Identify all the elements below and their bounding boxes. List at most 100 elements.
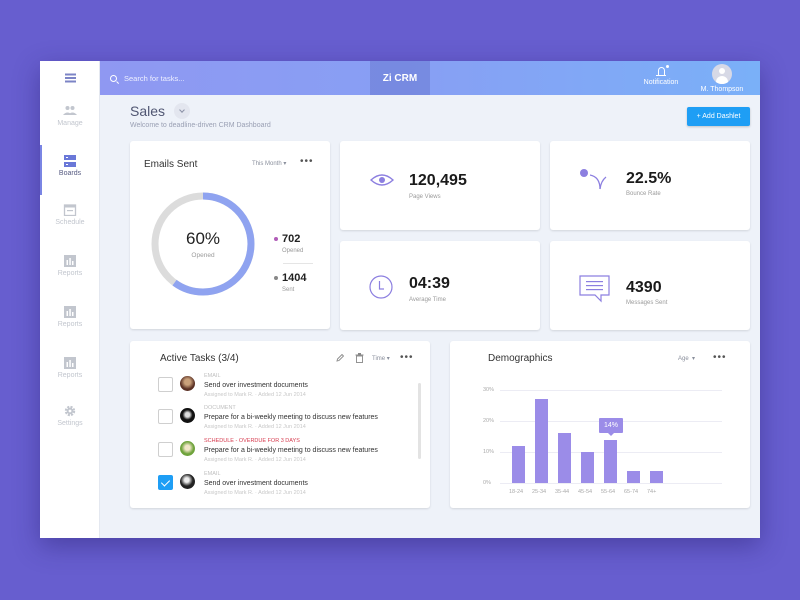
bounce-icon [580,169,607,190]
top-bar: Zi CRM Notification M. Thompson [100,61,760,95]
task-tag: Email [204,471,221,477]
add-dashlet-button[interactable]: + Add Dashlet [687,107,750,126]
sidebar-item-reports-1[interactable]: Reports [40,255,100,295]
stat-label: Messages Sent [626,300,668,306]
task-meta: Assigned to Mark R. · Added 12 Jun 2014 [204,392,306,398]
stat-label: Bounce Rate [626,191,661,197]
sort-dropdown[interactable]: Time ▾ [372,356,390,362]
sidebar-item-settings[interactable]: Settings [40,405,100,445]
task-checkbox[interactable] [158,377,173,392]
avatar [712,64,732,84]
sent-dot-icon [274,276,278,281]
period-dropdown[interactable]: This Month ▾ [252,161,287,167]
task-meta: Assigned to Mark R. · Added 12 Jun 2014 [204,424,306,430]
sidebar-item-reports-2[interactable]: Reports [40,306,100,346]
y-tick-label: 20% [483,418,495,424]
sidebar-item-reports-3[interactable]: Reports [40,357,100,397]
x-tick-label: 55-64 [601,489,616,495]
x-tick-label: 45-54 [578,489,593,495]
edit-icon[interactable] [336,354,344,362]
task-item[interactable]: Document Prepare for a bi-weekly meeting… [158,405,398,437]
bar-18-24[interactable] [512,445,525,483]
more-options-icon[interactable]: ••• [713,352,727,363]
avatar [180,376,195,391]
chevron-down-icon [179,107,185,113]
bar-chart-icon [64,357,76,369]
group-by-dropdown[interactable]: Age ▾ [678,356,696,362]
notification-button[interactable]: Notification [636,65,686,86]
y-tick-label: 30% [483,387,495,393]
sidebar-item-schedule[interactable]: Schedule [40,204,100,244]
donut-center: 60% Opened [148,229,258,259]
page-subtitle: Welcome to deadline-driven CRM Dashboard [130,122,271,129]
stat-card-messages-sent: 4390 Messages Sent [550,241,750,330]
stat-value: 22.5% [626,170,672,187]
task-checkbox-checked[interactable] [158,475,173,490]
more-options-icon[interactable]: ••• [400,352,414,363]
donut-chart [151,192,255,296]
gridline [500,390,722,391]
task-name: Prepare for a bi-weekly meeting to discu… [204,414,378,421]
y-tick-label: 0% [483,480,491,486]
task-checkbox[interactable] [158,409,173,424]
task-tag: Document [204,405,236,411]
opened-percent-label: Opened [191,252,215,259]
card-title: Emails Sent [144,159,198,170]
brand-logo[interactable]: Zi CRM [370,61,430,95]
bar-45-54[interactable] [581,452,594,483]
menu-icon[interactable] [40,61,100,95]
gridline [500,483,722,484]
task-item[interactable]: Email Send over investment documents Ass… [158,373,398,405]
sidebar-item-boards[interactable]: Boards [40,145,100,195]
task-tag: Email [204,373,221,379]
sidebar-item-manage[interactable]: Manage [40,105,100,145]
opened-dot-icon [274,237,278,242]
bar-55-64[interactable] [604,439,617,483]
page-title: Sales [130,103,166,119]
avatar [180,408,195,423]
page-dropdown-button[interactable] [174,103,190,119]
legend-divider [283,263,313,264]
bar-35-44[interactable] [558,433,571,483]
stat-value: 04:39 [409,275,450,292]
avatar [180,441,195,456]
task-name: Send over investment documents [204,382,308,389]
search-input[interactable] [124,73,324,83]
search-icon [110,74,117,82]
task-name: Send over investment documents [204,480,308,487]
task-item[interactable]: Email Send over investment documents Ass… [158,471,398,503]
user-menu[interactable]: M. Thompson [692,64,752,93]
message-icon [579,275,610,303]
sidebar: Manage Boards Schedule Reports Reports R… [40,61,100,538]
notification-label: Notification [643,79,679,86]
task-tag-overdue: Schedule - Overdue for 3 days [204,438,300,444]
stat-label: Average Time [409,297,446,303]
user-name: M. Thompson [700,86,744,93]
gear-icon [64,405,76,417]
emails-sent-card: Emails Sent This Month ▾ ••• 60% Opened … [130,141,330,329]
task-item[interactable]: Schedule - Overdue for 3 days Prepare fo… [158,438,398,470]
avatar [180,474,195,489]
scrollbar[interactable] [418,383,421,459]
bar-65-74[interactable] [627,470,640,483]
boards-icon [64,155,76,167]
bar-chart-icon [64,306,76,318]
stat-card-page-views: 120,495 Page Views [340,141,540,230]
stat-value: 4390 [626,279,662,296]
card-title: Demographics [488,353,553,364]
bar-74+[interactable] [650,470,663,483]
more-options-icon[interactable]: ••• [300,156,314,167]
card-title: Active Tasks (3/4) [160,353,239,364]
bar-25-34[interactable] [535,399,548,483]
task-checkbox[interactable] [158,442,173,457]
bar-chart-icon [64,255,76,267]
x-tick-label: 74+ [647,489,657,495]
search-bar[interactable] [110,61,324,95]
task-meta: Assigned to Mark R. · Added 12 Jun 2014 [204,457,306,463]
legend-opened: 702 Opened [274,233,303,254]
active-tasks-card: Active Tasks (3/4) Time ▾ ••• Email Send… [130,341,430,508]
x-tick-label: 25-34 [532,489,547,495]
task-name: Prepare for a bi-weekly meeting to discu… [204,447,378,454]
trash-icon[interactable] [355,353,364,363]
stat-card-average-time: 04:39 Average Time [340,241,540,330]
